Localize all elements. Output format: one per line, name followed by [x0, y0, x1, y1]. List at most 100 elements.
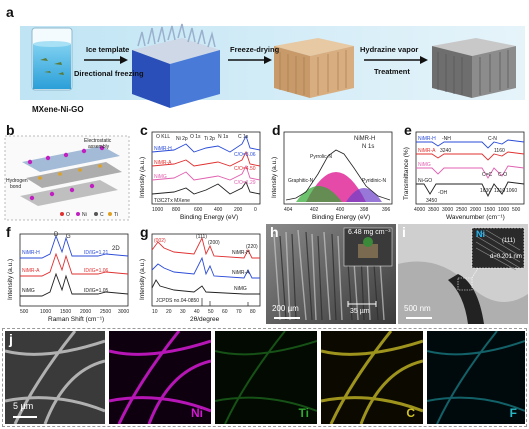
beaker-icon	[31, 27, 73, 91]
x-tick: 0	[254, 207, 257, 213]
x-axis-label: Raman Shift (cm⁻¹)	[48, 316, 104, 323]
y-axis-label: Intensity (a.u.)	[139, 157, 146, 198]
panel-c: c NiMR-H NiMR-A NiMG Ti3C2Tx MXene C/O=3…	[134, 122, 264, 222]
scale-bar-label: 500 nm	[404, 304, 431, 313]
series-label-nimr-h: NiMR-H	[22, 250, 40, 256]
x-tick: 10	[152, 309, 158, 315]
band-g: G	[66, 234, 71, 240]
peak-ti-2p: Ti 2p	[204, 136, 215, 142]
x-axis-label: Wavenumber (cm⁻¹)	[446, 214, 505, 221]
series-nigo-line	[416, 181, 525, 198]
x-tick: 1500	[60, 309, 71, 315]
x-tick: 80	[250, 309, 256, 315]
peak-c-1s: C 1s	[238, 134, 249, 140]
panel-c-label: c	[140, 122, 148, 138]
ratio-nimr-h: C/O=3.06	[234, 152, 256, 158]
y-axis-label: Transmittance (%)	[403, 147, 410, 200]
peak-220: (220)	[246, 244, 258, 250]
panel-e-chart: NiMR-H NiMR-A NiMG Ni-GO -NH 3240 C-N 11…	[403, 131, 525, 221]
ratio-nimr-h: ID/IG=1.21	[84, 250, 109, 256]
peak-n-1s: N 1s	[218, 134, 229, 140]
map-label-c: C	[406, 406, 415, 420]
step-directional-freezing: Directional freezing	[74, 69, 144, 78]
panel-a: a	[2, 2, 527, 120]
peak-nh: -NH	[442, 136, 451, 142]
x-tick: 2000	[80, 309, 91, 315]
peak-label-pyrrolic: Pyrrolic-N	[310, 154, 332, 160]
ti-distribution	[215, 331, 317, 424]
series-label-nimg: NiMG	[22, 288, 35, 294]
y-axis-label: Intensity (a.u.)	[139, 259, 146, 300]
ratio-nimg: C/O=1.29	[234, 180, 256, 186]
note-bond: bond	[10, 184, 21, 190]
band-2d: 2D	[112, 246, 120, 252]
step-hydrazine-vapor: Hydrazine vapor	[360, 45, 418, 54]
peak-oh: -OH	[438, 190, 448, 196]
series-nimr-a-line	[416, 151, 525, 161]
material-name: MXene-Ni-GO	[32, 105, 84, 114]
series-label-nigo: Ni-GO	[418, 178, 432, 184]
process-arrow	[364, 56, 428, 64]
peak-co: C-O	[498, 172, 507, 178]
step-ice-template: Ice template	[86, 45, 129, 54]
panel-h: h 6.48 mg cm⁻³ 35 µm 200 µm	[266, 224, 396, 324]
x-tick: 800	[172, 207, 181, 213]
nanoparticle	[448, 274, 484, 324]
panel-d: d NiMR-H N 1s Pyrrolic-N Pyridinic-N Gra…	[266, 122, 396, 222]
legend-ni: Ni	[82, 212, 87, 218]
peak-3450: 3450	[426, 198, 437, 204]
x-tick: 500	[20, 309, 29, 315]
x-tick: 20	[166, 309, 172, 315]
x-tick: 400	[214, 207, 223, 213]
scale-bar-label: 5 µm	[13, 401, 34, 411]
x-tick: 400	[336, 207, 345, 213]
x-tick: 398	[360, 207, 369, 213]
peak-1210: 1210	[494, 188, 505, 194]
x-tick: 2500	[100, 309, 111, 315]
x-tick: 2000	[470, 207, 481, 213]
peak-o-kll: O KLL	[156, 134, 170, 140]
peak-1060: 1060	[506, 188, 517, 194]
tem-image	[398, 224, 528, 324]
x-tick: 50	[208, 309, 214, 315]
series-label-nimr-h: NiMR-H	[154, 146, 172, 152]
panel-i: i Ni (111) d=0.201 nm 500 nm	[398, 224, 528, 324]
legend-ti-icon	[108, 212, 112, 216]
series-label-nimr-h: NiMR-H	[232, 250, 250, 256]
x-tick: 40	[194, 309, 200, 315]
ratio-nimr-a: ID/IG=1.06	[84, 268, 109, 274]
plane-111: (111)	[502, 238, 516, 244]
x-tick: 1000	[152, 207, 163, 213]
legend-o: O	[66, 212, 70, 218]
gap-label: 35 µm	[350, 308, 370, 315]
x-tick: 3500	[428, 207, 439, 213]
series-label-nimg: NiMG	[234, 286, 247, 292]
x-tick: 1500	[484, 207, 495, 213]
ni-distribution	[109, 331, 211, 424]
series-nimr-h-line	[20, 234, 129, 259]
note-assembly: assembly	[88, 144, 110, 150]
series-nimg-line	[416, 165, 525, 179]
eds-map-ni: Ni	[109, 331, 211, 424]
x-tick: 2500	[456, 207, 467, 213]
ratio-nimg: ID/IG=1.05	[84, 288, 109, 294]
series-nimg-line	[20, 272, 129, 297]
peak-o-1s: O 1s	[190, 134, 201, 140]
panel-g: g NiMR-H NiMR-A NiMG (002) (111) (200) (…	[134, 224, 264, 324]
x-tick: 200	[234, 207, 243, 213]
inset-density: 6.48 mg cm⁻³	[348, 229, 391, 236]
panel-f: f NiMR-H NiMR-A NiMG ID/IG=1.21 ID/IG=1.…	[2, 224, 132, 324]
peak-1160: 1160	[494, 148, 505, 154]
x-tick: 30	[180, 309, 186, 315]
process-arrow	[228, 56, 272, 64]
legend-ti: Ti	[114, 212, 118, 218]
series-label-mxene: Ti3C2Tx MXene	[154, 198, 190, 204]
step-treatment: Treatment	[374, 67, 410, 76]
peak-label-graphitic: Graphitic-N	[288, 178, 314, 184]
panel-b-label: b	[6, 122, 15, 138]
x-tick: 4000	[414, 207, 425, 213]
aerogel-on-flower-icon	[358, 244, 378, 258]
x-tick: 70	[236, 309, 242, 315]
series-label-nimr-h: NiMR-H	[418, 136, 436, 142]
panel-f-chart: NiMR-H NiMR-A NiMG ID/IG=1.21 ID/IG=1.06…	[7, 232, 129, 323]
